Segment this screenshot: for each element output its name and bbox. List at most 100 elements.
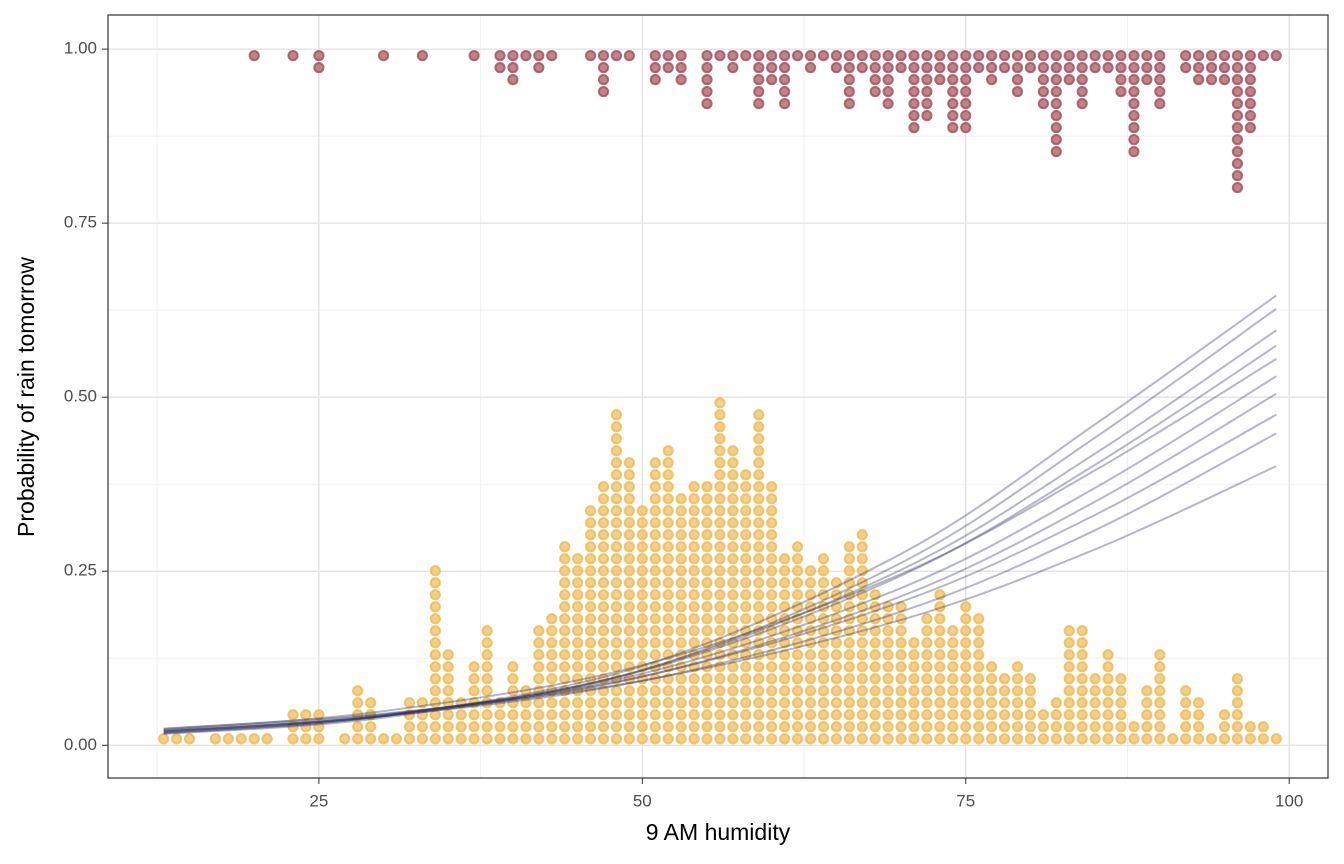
no-rain-dot: [843, 553, 855, 565]
no-rain-dot: [960, 733, 972, 745]
rain-dot: [675, 50, 687, 62]
no-rain-dot: [416, 697, 428, 709]
no-rain-dot: [623, 697, 635, 709]
no-rain-dot: [843, 577, 855, 589]
no-rain-dot: [973, 733, 985, 745]
no-rain-dot: [481, 649, 493, 661]
no-rain-dot: [727, 709, 739, 721]
no-rain-dot: [766, 613, 778, 625]
no-rain-dot: [727, 697, 739, 709]
no-rain-dot: [1011, 661, 1024, 673]
rain-dot: [584, 50, 597, 62]
no-rain-dot: [1141, 733, 1153, 745]
no-rain-dot: [727, 469, 739, 481]
no-rain-dot: [623, 709, 635, 721]
no-rain-dot: [662, 505, 674, 517]
no-rain-dot: [714, 577, 726, 589]
rain-dot: [908, 62, 920, 74]
no-rain-dot: [830, 673, 842, 685]
no-rain-dot: [856, 661, 868, 673]
no-rain-dot: [507, 661, 519, 673]
no-rain-dot: [895, 673, 907, 685]
no-rain-dot: [1141, 697, 1153, 709]
no-rain-dot: [1076, 685, 1088, 697]
no-rain-dot: [533, 697, 545, 709]
no-rain-dot: [779, 637, 791, 649]
fit-line: [163, 375, 1277, 733]
no-rain-dot: [740, 661, 752, 673]
no-rain-dot: [597, 517, 610, 529]
no-rain-dot: [572, 661, 584, 673]
no-rain-dot: [1115, 673, 1127, 685]
rain-dot: [416, 50, 428, 62]
no-rain-dot: [960, 637, 972, 649]
no-rain-dot: [183, 733, 196, 745]
no-rain-dot: [1102, 733, 1114, 745]
no-rain-dot: [1231, 673, 1244, 685]
rain-dot: [753, 98, 765, 110]
no-rain-dot: [507, 697, 519, 709]
no-rain-dot: [597, 613, 610, 625]
no-rain-dot: [753, 613, 765, 625]
no-rain-dot: [714, 697, 726, 709]
no-rain-dot: [597, 661, 610, 673]
no-rain-dot: [649, 505, 661, 517]
no-rain-dot: [830, 721, 842, 733]
no-rain-dot: [559, 541, 571, 553]
no-rain-dot: [1180, 685, 1192, 697]
no-rain-dot: [352, 685, 364, 697]
no-rain-dot: [1193, 721, 1205, 733]
no-rain-dot: [1257, 733, 1269, 745]
no-rain-dot: [1141, 721, 1153, 733]
no-rain-dot: [662, 625, 674, 637]
no-rain-dot: [688, 733, 700, 745]
no-rain-dot: [636, 565, 648, 577]
no-rain-dot: [1063, 637, 1075, 649]
rain-dot: [313, 62, 325, 74]
rain-dot: [843, 86, 855, 98]
no-rain-dot: [662, 613, 674, 625]
no-rain-dot: [817, 613, 830, 625]
no-rain-dot: [830, 625, 842, 637]
no-rain-dot: [610, 625, 623, 637]
rain-dot: [960, 62, 972, 74]
no-rain-dot: [779, 685, 791, 697]
no-rain-dot: [610, 469, 623, 481]
no-rain-dot: [727, 505, 739, 517]
no-rain-dot: [365, 709, 377, 721]
rain-dot: [908, 74, 920, 86]
no-rain-dot: [636, 529, 648, 541]
no-rain-dot: [753, 421, 765, 433]
no-rain-dot: [791, 601, 804, 613]
no-rain-dot: [921, 613, 933, 625]
no-rain-dot: [753, 601, 765, 613]
no-rain-dot: [649, 457, 661, 469]
rain-dot: [533, 62, 545, 74]
no-rain-dot: [998, 697, 1011, 709]
no-rain-dot: [766, 493, 778, 505]
no-rain-dot: [908, 649, 920, 661]
no-rain-dot: [921, 661, 933, 673]
no-rain-dot: [779, 601, 791, 613]
x-tick-label: 75: [956, 791, 975, 810]
no-rain-dot: [1154, 649, 1166, 661]
no-rain-dot: [442, 673, 454, 685]
no-rain-dot: [843, 649, 855, 661]
no-rain-dot: [804, 565, 817, 577]
no-rain-dot: [610, 709, 623, 721]
rain-dot: [1154, 74, 1166, 86]
no-rain-dot: [623, 529, 635, 541]
no-rain-dot: [895, 733, 907, 745]
rain-dot: [377, 50, 390, 62]
no-rain-dot: [610, 661, 623, 673]
no-rain-dot: [817, 697, 830, 709]
no-rain-dot: [468, 661, 480, 673]
no-rain-dot: [1154, 661, 1166, 673]
no-rain-dot: [403, 709, 416, 721]
no-rain-dot: [817, 709, 830, 721]
no-rain-dot: [908, 685, 920, 697]
no-rain-dot: [675, 685, 687, 697]
no-rain-dot: [636, 649, 648, 661]
rain-dot: [1076, 86, 1088, 98]
no-rain-dot: [1193, 733, 1205, 745]
